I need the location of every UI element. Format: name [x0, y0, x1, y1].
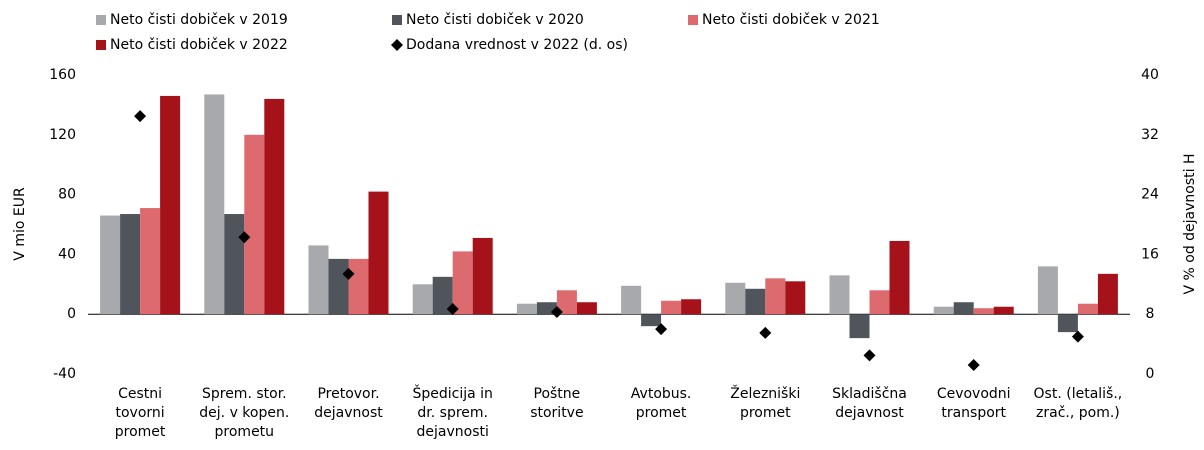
x-tick-label: zrač., pom.) — [1036, 405, 1120, 421]
bar — [556, 290, 577, 315]
x-tick-label: Avtobus. — [631, 386, 692, 402]
bar — [204, 94, 225, 315]
bar — [576, 302, 597, 315]
bar — [368, 191, 389, 315]
marker — [134, 110, 147, 123]
x-tick-label: dejavnosti — [417, 424, 489, 440]
bar — [1037, 266, 1058, 315]
x-tick-label: storitve — [530, 405, 583, 421]
bar — [641, 314, 662, 327]
legend-label: Neto čisti dobiček v 2019 — [110, 12, 288, 28]
bar — [432, 276, 453, 315]
legend-swatch — [96, 15, 106, 25]
x-tick-label: Sprem. stor. — [202, 386, 287, 402]
x-tick-label: promet — [636, 405, 687, 421]
bar — [725, 282, 746, 315]
bar — [224, 214, 245, 315]
y2-tick-label: 40 — [1141, 67, 1159, 83]
legend-label: Neto čisti dobiček v 2020 — [406, 12, 584, 28]
bar — [621, 285, 642, 315]
marker — [391, 39, 403, 51]
bar — [661, 300, 682, 315]
bar — [452, 251, 473, 315]
bar — [536, 302, 557, 315]
y2-tick-label: 24 — [1141, 187, 1159, 203]
marker — [1071, 330, 1084, 343]
bar — [328, 258, 349, 315]
x-tick-label: dejavnost — [314, 405, 383, 421]
bar — [785, 281, 806, 315]
y-tick-label: 120 — [49, 127, 76, 143]
y-tick-label: 160 — [49, 67, 76, 83]
y2-axis-label: V % od dejavnosti H — [1182, 153, 1198, 294]
bar — [1077, 303, 1098, 315]
bar — [869, 290, 890, 315]
bar — [264, 98, 285, 315]
marker — [655, 323, 668, 336]
marker — [863, 349, 876, 362]
x-tick-label: Cevovodni — [937, 386, 1011, 402]
bar — [120, 214, 141, 315]
y2-tick-label: 16 — [1141, 246, 1159, 262]
bar — [681, 299, 702, 315]
bar — [140, 208, 161, 315]
x-tick-label: Ost. (letališ., — [1034, 386, 1123, 402]
marker — [759, 326, 772, 339]
bar — [348, 258, 369, 315]
bar — [849, 314, 870, 339]
bar — [765, 278, 786, 315]
y-axis-label: V mio EUR — [12, 187, 28, 261]
bar — [889, 240, 910, 315]
marker — [342, 267, 355, 280]
x-tick-label: dej. v kopen. — [199, 405, 289, 421]
marker — [446, 302, 459, 315]
x-tick-label: transport — [941, 405, 1006, 421]
x-tick-label: Špedicija in — [412, 384, 492, 402]
y2-tick-label: 8 — [1146, 306, 1155, 322]
x-tick-label: promet — [740, 405, 791, 421]
x-tick-label: promet — [115, 424, 166, 440]
bar — [244, 134, 265, 315]
bar — [829, 275, 850, 315]
legend-label: Dodana vrednost v 2022 (d. os) — [406, 37, 628, 53]
marker — [238, 231, 251, 244]
x-tick-label: tovorni — [116, 405, 165, 421]
x-tick-label: Poštne — [534, 386, 581, 402]
bar — [100, 215, 121, 315]
x-tick-label: Železniški — [730, 384, 800, 402]
marker — [967, 359, 980, 372]
y2-tick-label: 0 — [1146, 366, 1155, 382]
bar — [472, 237, 493, 315]
x-tick-label: dr. sprem. — [417, 405, 488, 421]
y-tick-label: 0 — [67, 306, 76, 322]
y-tick-label: -40 — [53, 366, 76, 382]
x-tick-label: Pretovor. — [317, 386, 379, 402]
bar — [973, 308, 994, 315]
legend-swatch — [392, 15, 402, 25]
legend-label: Neto čisti dobiček v 2022 — [110, 37, 288, 53]
bar — [160, 95, 181, 315]
x-tick-label: Cestni — [118, 386, 162, 402]
bar — [933, 306, 954, 315]
x-tick-label: prometu — [215, 424, 275, 440]
x-tick-label: dejavnost — [835, 405, 904, 421]
bar — [412, 284, 433, 315]
bar — [745, 288, 766, 315]
y-tick-label: 40 — [58, 246, 76, 262]
x-tick-label: Skladiščna — [832, 386, 907, 402]
y2-tick-label: 32 — [1141, 127, 1159, 143]
bar — [1097, 273, 1118, 315]
bar — [1057, 314, 1078, 333]
bar — [308, 245, 329, 315]
legend-swatch — [688, 15, 698, 25]
legend-label: Neto čisti dobiček v 2021 — [702, 12, 880, 28]
marker — [550, 305, 563, 318]
legend-swatch — [96, 40, 106, 50]
bar — [516, 303, 537, 315]
bar — [953, 302, 974, 315]
bar — [993, 306, 1014, 315]
y-tick-label: 80 — [58, 187, 76, 203]
